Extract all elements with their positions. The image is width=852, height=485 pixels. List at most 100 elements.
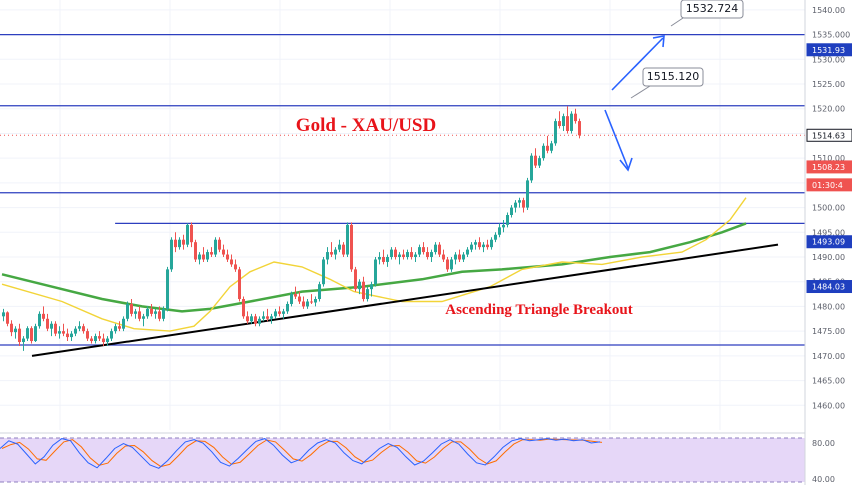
candle — [294, 286, 297, 300]
candle-body — [498, 227, 501, 235]
candle-body — [538, 158, 541, 166]
candle — [458, 249, 461, 262]
candle-body — [558, 121, 561, 127]
horizontal-levels — [0, 33, 805, 346]
price-tick-label: 1500.00 — [812, 204, 845, 213]
rsi-tick-label: 40.00 — [812, 475, 835, 484]
candle — [414, 252, 417, 262]
candle — [50, 321, 53, 337]
candle-body — [414, 254, 417, 258]
candle — [510, 205, 513, 218]
candle — [242, 296, 245, 319]
rsi-signal-line — [1, 438, 603, 468]
candle — [182, 234, 185, 250]
candle — [526, 177, 529, 211]
arrow-down-head — [619, 157, 633, 172]
callout-mid[interactable]: 1515.120 — [630, 67, 704, 99]
candle-body — [346, 224, 349, 255]
candle — [226, 249, 229, 262]
candle-body — [134, 311, 137, 314]
price-tag-box — [806, 160, 852, 174]
rsi-main-line — [0, 438, 601, 469]
candle — [106, 336, 109, 346]
candle — [438, 242, 441, 258]
price-tick-label: 1480.00 — [812, 302, 845, 311]
price-tick-label: 1530.00 — [812, 55, 845, 64]
candle-body — [290, 294, 293, 304]
candle — [250, 313, 253, 324]
candle-body — [294, 294, 297, 297]
candle — [138, 306, 141, 322]
candle — [290, 291, 293, 307]
candle-body — [230, 259, 233, 265]
candle-body — [526, 180, 529, 208]
candle-body — [186, 224, 189, 245]
candle — [318, 281, 321, 302]
candle-body — [154, 311, 157, 314]
candle-body — [458, 254, 461, 260]
candle — [482, 242, 485, 253]
candle-body — [198, 254, 201, 260]
candle — [54, 321, 57, 337]
candle — [394, 247, 397, 260]
rsi-panel — [0, 432, 852, 483]
price-tag-label: 1531.93 — [812, 46, 845, 55]
candle-body — [406, 252, 409, 258]
candle-body — [402, 254, 405, 258]
price-tag: 1531.93 — [806, 43, 852, 57]
candle — [302, 296, 305, 309]
price-tick-label: 1510.00 — [812, 154, 845, 163]
candle-body — [574, 113, 577, 122]
candle — [462, 252, 465, 262]
candle — [346, 222, 349, 258]
candle-body — [430, 252, 433, 258]
candle — [298, 291, 301, 304]
candle-body — [418, 247, 421, 255]
candle — [574, 108, 577, 124]
candle-body — [390, 249, 393, 258]
candle — [222, 244, 225, 258]
candle — [262, 311, 265, 322]
candle-body — [222, 249, 225, 255]
candle — [530, 153, 533, 183]
candle-body — [362, 281, 365, 300]
candle — [62, 323, 65, 337]
candle — [366, 286, 369, 302]
candle — [466, 247, 469, 258]
candle — [10, 320, 13, 337]
candle — [170, 237, 173, 272]
candle-body — [266, 316, 269, 319]
candle-body — [226, 254, 229, 260]
candle-body — [42, 313, 45, 319]
candle-body — [522, 200, 525, 208]
price-tick-label: 1475.00 — [812, 327, 845, 336]
callout-mid-box — [642, 67, 704, 87]
candle-body — [410, 252, 413, 258]
price-tag-box — [806, 128, 852, 142]
price-tags: 1531.93 1514.63 1508.23 01:30:4 1493.09 1484.… — [806, 43, 852, 294]
candle — [154, 308, 157, 319]
candle — [258, 316, 261, 327]
candle-body — [46, 318, 49, 329]
candle — [206, 249, 209, 262]
callout-high[interactable]: 1532.724 — [670, 0, 744, 27]
candle — [110, 328, 113, 342]
candle-body — [210, 252, 213, 255]
price-tick-label: 1465.00 — [812, 377, 845, 386]
candle — [282, 308, 285, 319]
candle — [278, 306, 281, 317]
candle-body — [254, 316, 257, 324]
candle-body — [322, 259, 325, 285]
candle-body — [106, 338, 109, 343]
candle-body — [250, 316, 253, 322]
candle-body — [238, 269, 241, 300]
ascending-trendline[interactable] — [31, 243, 779, 357]
forecast-arrows — [604, 35, 665, 172]
candle — [118, 321, 121, 332]
candle-body — [374, 259, 377, 285]
price-tick-label: 1495.00 — [812, 228, 845, 237]
candle-body — [510, 207, 513, 215]
candle-body — [514, 202, 517, 208]
candle-body — [278, 311, 281, 314]
